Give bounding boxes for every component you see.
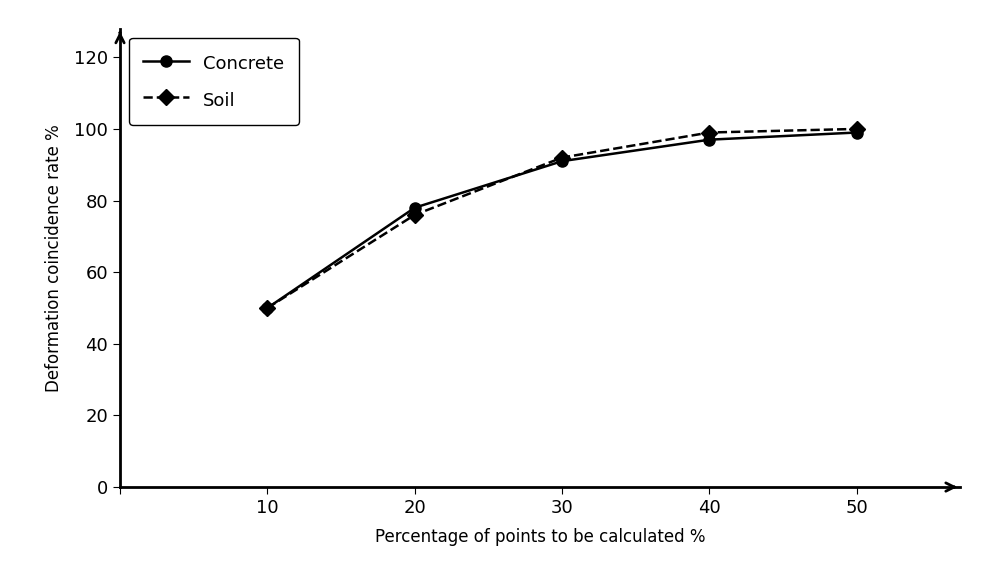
- Concrete: [556, 158, 568, 164]
- Concrete: [851, 129, 863, 136]
- Soil: [556, 154, 568, 161]
- Concrete: [409, 204, 421, 211]
- Soil: [261, 304, 273, 311]
- Concrete: [703, 136, 715, 143]
- Soil: [851, 125, 863, 132]
- Line: Concrete: Concrete: [262, 127, 862, 313]
- Soil: [703, 129, 715, 136]
- Line: Soil: Soil: [262, 123, 862, 313]
- Concrete: [261, 304, 273, 311]
- Y-axis label: Deformation coincidence rate %: Deformation coincidence rate %: [45, 124, 63, 392]
- X-axis label: Percentage of points to be calculated %: Percentage of points to be calculated %: [375, 528, 705, 546]
- Legend: Concrete, Soil: Concrete, Soil: [129, 38, 299, 125]
- Soil: [409, 211, 421, 218]
